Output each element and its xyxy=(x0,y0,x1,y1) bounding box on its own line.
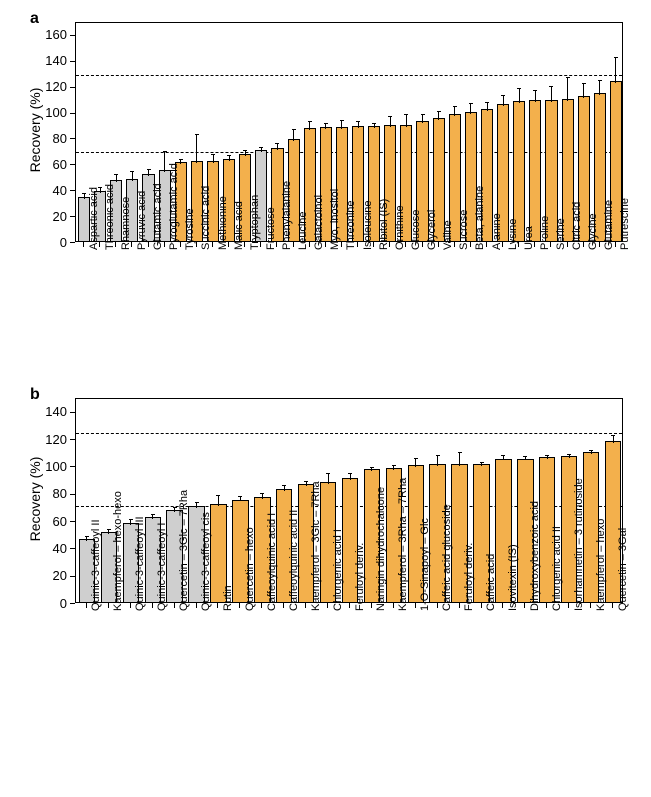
error-bar xyxy=(459,452,460,466)
x-category-label: Chlorgenic acid II xyxy=(551,526,563,611)
x-category-label: Feruloyl deriv. xyxy=(354,543,366,611)
x-category-label: Dihydroxybenzoic acid xyxy=(529,501,541,611)
error-bar xyxy=(196,502,197,509)
error-cap xyxy=(260,493,264,494)
chart-b: 020406080100120140Recovery (%)Quinic-3-c… xyxy=(0,0,651,797)
error-cap xyxy=(348,473,352,474)
x-category-label: Quercetin – 3Glc – 7Rha xyxy=(178,490,190,611)
x-category-label: Kaempferol – hexo xyxy=(595,519,607,611)
ytick xyxy=(70,576,75,577)
xtick xyxy=(261,603,262,608)
ytick xyxy=(70,548,75,549)
error-cap xyxy=(195,502,199,503)
error-cap xyxy=(326,473,330,474)
ytick xyxy=(70,603,75,604)
x-category-label: Quercetin – 3Gal xyxy=(617,528,629,611)
error-cap xyxy=(85,536,89,537)
error-cap xyxy=(107,529,111,530)
error-cap xyxy=(458,452,462,453)
xtick xyxy=(524,603,525,608)
xtick xyxy=(371,603,372,608)
error-cap xyxy=(304,481,308,482)
error-cap xyxy=(436,455,440,456)
ytick xyxy=(70,494,75,495)
x-category-label: Quercetin – hexo xyxy=(244,527,256,611)
x-category-label: Caffeoylquinic acid II xyxy=(288,510,300,611)
x-category-label: Caffeic acid xyxy=(485,554,497,611)
error-cap xyxy=(238,496,242,497)
error-cap xyxy=(282,485,286,486)
xtick xyxy=(481,603,482,608)
ytick-label: 20 xyxy=(35,568,67,583)
y-axis-label: Recovery (%) xyxy=(27,439,43,559)
x-category-label: Caffeic acid glucoside xyxy=(441,504,453,611)
ytick-label: 0 xyxy=(35,596,67,611)
x-category-label: Kaempferol – 3Rha – 7Rha xyxy=(397,478,409,611)
ref-line xyxy=(76,433,622,434)
error-cap xyxy=(151,514,155,515)
error-cap xyxy=(129,519,133,520)
error-cap xyxy=(392,465,396,466)
x-category-label: Quinic-3-caffeoyl III xyxy=(134,516,146,611)
error-cap xyxy=(501,455,505,456)
xtick xyxy=(196,603,197,608)
error-cap xyxy=(414,458,418,459)
xtick xyxy=(283,603,284,608)
xtick xyxy=(459,603,460,608)
xtick xyxy=(502,603,503,608)
x-category-label: Quinic-3-caffeoyl I xyxy=(156,523,168,611)
ytick xyxy=(70,412,75,413)
x-category-label: Isorhamnetin – 3 rutinoside xyxy=(573,478,585,611)
x-category-label: Feruloyl deriv. xyxy=(463,543,475,611)
error-bar xyxy=(218,495,219,506)
xtick xyxy=(217,603,218,608)
xtick xyxy=(152,603,153,608)
x-category-label: Kaempferol – hexo-hexo xyxy=(112,491,124,611)
xtick xyxy=(415,603,416,608)
error-bar xyxy=(350,473,351,480)
x-category-label: Quinic-3-caffeoyl II xyxy=(90,519,102,611)
xtick xyxy=(612,603,613,608)
xtick xyxy=(393,603,394,608)
error-cap xyxy=(589,450,593,451)
xtick xyxy=(590,603,591,608)
error-cap xyxy=(611,435,615,436)
x-category-label: Naringin dihydrochalcone xyxy=(375,487,387,611)
error-cap xyxy=(523,456,527,457)
ytick-label: 140 xyxy=(35,404,67,419)
error-cap xyxy=(173,507,177,508)
figure-wrap: a b 020406080100120140160Recovery (%)Asp… xyxy=(0,0,651,797)
error-bar xyxy=(415,458,416,468)
x-category-label: Caffeoylquinic acid I xyxy=(266,513,278,611)
x-category-label: Kaempferol – 3Glc – 7Rha xyxy=(310,481,322,611)
x-category-label: Chlorgenic acid I xyxy=(332,529,344,611)
error-cap xyxy=(370,467,374,468)
xtick xyxy=(130,603,131,608)
ytick xyxy=(70,521,75,522)
error-cap xyxy=(567,454,571,455)
error-bar xyxy=(328,473,329,484)
xtick xyxy=(239,603,240,608)
xtick xyxy=(349,603,350,608)
xtick xyxy=(327,603,328,608)
xtick xyxy=(437,603,438,608)
error-cap xyxy=(545,455,549,456)
error-cap xyxy=(216,495,220,496)
error-bar xyxy=(437,455,438,466)
xtick xyxy=(174,603,175,608)
x-category-label: Quinic-3-caffeoyl cis xyxy=(200,512,212,611)
ytick xyxy=(70,466,75,467)
x-category-label: 1-O-Sinapoyl – Glc xyxy=(419,518,431,611)
xtick xyxy=(568,603,569,608)
ytick xyxy=(70,439,75,440)
xtick xyxy=(108,603,109,608)
xtick xyxy=(86,603,87,608)
x-category-label: Rutin xyxy=(222,585,234,611)
xtick xyxy=(305,603,306,608)
xtick xyxy=(546,603,547,608)
x-category-label: Isovitexin (IS) xyxy=(507,544,519,611)
error-bar xyxy=(613,435,614,443)
error-cap xyxy=(480,462,484,463)
